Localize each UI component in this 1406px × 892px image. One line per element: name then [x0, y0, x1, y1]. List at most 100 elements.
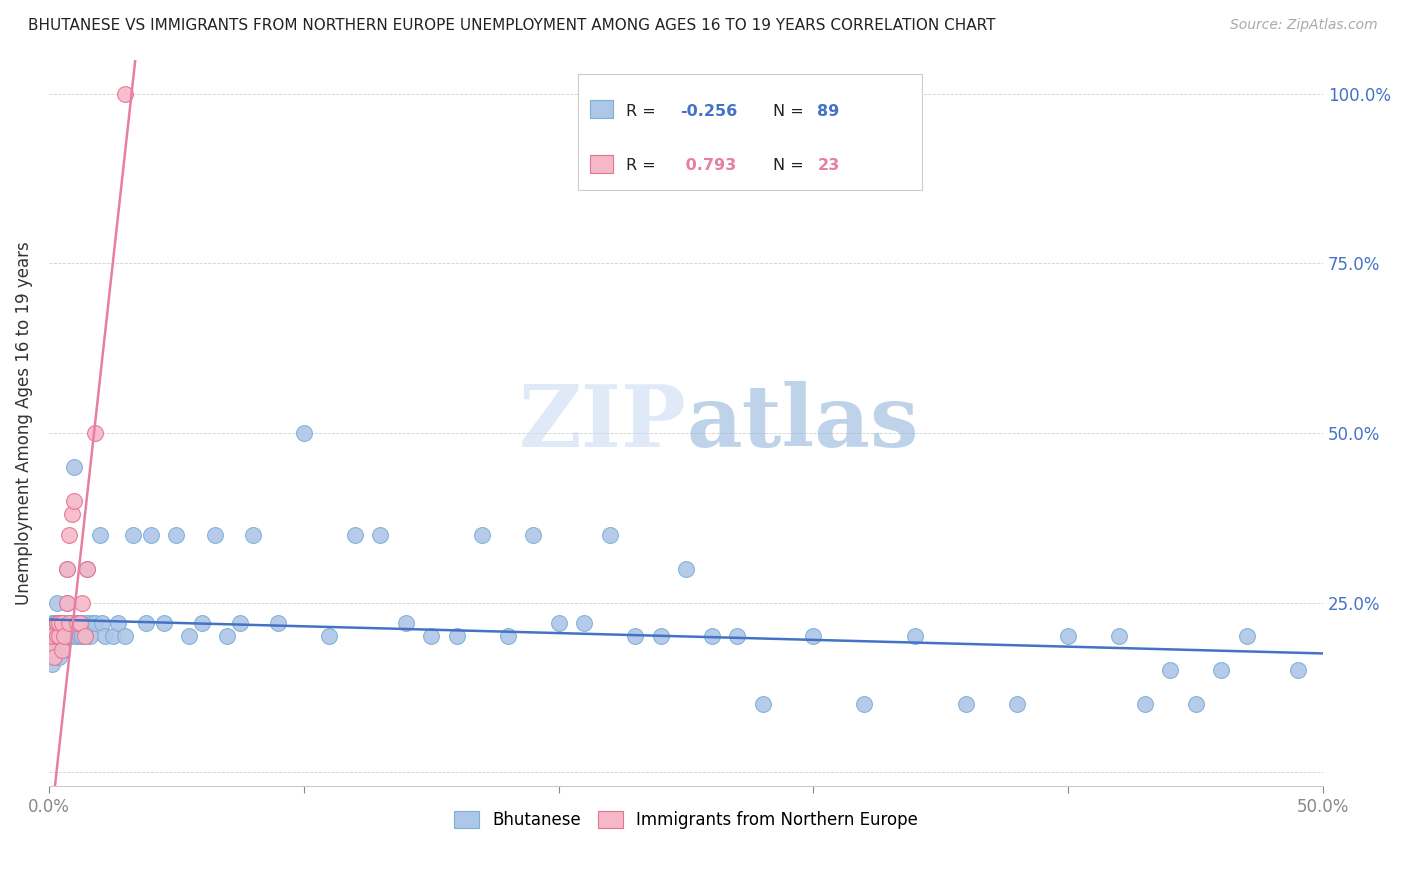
Point — [66, 615, 89, 630]
Point — [60, 630, 83, 644]
Point — [101, 630, 124, 644]
Point — [547, 615, 569, 630]
Point — [624, 630, 647, 644]
Point — [522, 527, 544, 541]
Point — [229, 615, 252, 630]
Y-axis label: Unemployment Among Ages 16 to 19 years: Unemployment Among Ages 16 to 19 years — [15, 241, 32, 605]
Text: R =: R = — [626, 158, 661, 173]
Point — [217, 630, 239, 644]
Point — [204, 527, 226, 541]
FancyBboxPatch shape — [591, 154, 613, 173]
Point — [42, 649, 65, 664]
Point — [56, 630, 79, 644]
Point — [48, 649, 70, 664]
Point — [70, 595, 93, 609]
Point — [69, 630, 91, 644]
Point — [700, 630, 723, 644]
Point — [56, 595, 79, 609]
Point — [41, 630, 63, 644]
Point — [152, 615, 174, 630]
Point — [471, 527, 494, 541]
Point — [599, 527, 621, 541]
Point — [51, 615, 73, 630]
Point — [63, 493, 86, 508]
Point — [45, 595, 67, 609]
Point — [42, 649, 65, 664]
Point — [76, 561, 98, 575]
Point — [42, 630, 65, 644]
Point — [267, 615, 290, 630]
Point — [42, 615, 65, 630]
Text: Source: ZipAtlas.com: Source: ZipAtlas.com — [1230, 18, 1378, 32]
Point — [91, 615, 114, 630]
Point — [41, 615, 63, 630]
Point — [1108, 630, 1130, 644]
Point — [58, 615, 80, 630]
Point — [82, 615, 104, 630]
Point — [1159, 664, 1181, 678]
Point — [725, 630, 748, 644]
Point — [803, 630, 825, 644]
Point — [1007, 698, 1029, 712]
Point — [70, 615, 93, 630]
Point — [48, 615, 70, 630]
Point — [165, 527, 187, 541]
Point — [60, 615, 83, 630]
Point — [135, 615, 157, 630]
Point — [343, 527, 366, 541]
Legend: Bhutanese, Immigrants from Northern Europe: Bhutanese, Immigrants from Northern Euro… — [447, 804, 925, 836]
Point — [1236, 630, 1258, 644]
Point — [114, 87, 136, 101]
Point — [63, 615, 86, 630]
Point — [73, 630, 96, 644]
Point — [41, 643, 63, 657]
Point — [76, 615, 98, 630]
Point — [63, 459, 86, 474]
Point — [1286, 664, 1309, 678]
Point — [751, 698, 773, 712]
Point — [122, 527, 145, 541]
Point — [1211, 664, 1233, 678]
Point — [58, 527, 80, 541]
Point — [45, 630, 67, 644]
Text: N =: N = — [773, 158, 808, 173]
Point — [496, 630, 519, 644]
Point — [45, 615, 67, 630]
Point — [41, 657, 63, 671]
Point — [58, 615, 80, 630]
Point — [1133, 698, 1156, 712]
Point — [179, 630, 201, 644]
Point — [191, 615, 214, 630]
Point — [89, 527, 111, 541]
Text: 89: 89 — [817, 103, 839, 119]
Point — [83, 615, 105, 630]
Point — [58, 630, 80, 644]
Text: N =: N = — [773, 103, 808, 119]
Point — [42, 636, 65, 650]
Point — [69, 615, 91, 630]
Point — [56, 561, 79, 575]
Point — [1184, 698, 1206, 712]
Point — [675, 561, 697, 575]
Point — [368, 527, 391, 541]
Point — [41, 630, 63, 644]
Point — [45, 615, 67, 630]
Point — [650, 630, 672, 644]
Point — [53, 630, 76, 644]
Point — [48, 630, 70, 644]
FancyBboxPatch shape — [591, 100, 613, 119]
Text: -0.256: -0.256 — [679, 103, 737, 119]
Point — [45, 630, 67, 644]
Point — [66, 630, 89, 644]
Point — [114, 630, 136, 644]
Point — [51, 630, 73, 644]
Point — [51, 643, 73, 657]
Point — [83, 425, 105, 440]
Text: ZIP: ZIP — [519, 381, 686, 465]
Point — [48, 630, 70, 644]
Point — [76, 561, 98, 575]
Text: 0.793: 0.793 — [679, 158, 735, 173]
Point — [242, 527, 264, 541]
Point — [318, 630, 340, 644]
Point — [79, 630, 101, 644]
